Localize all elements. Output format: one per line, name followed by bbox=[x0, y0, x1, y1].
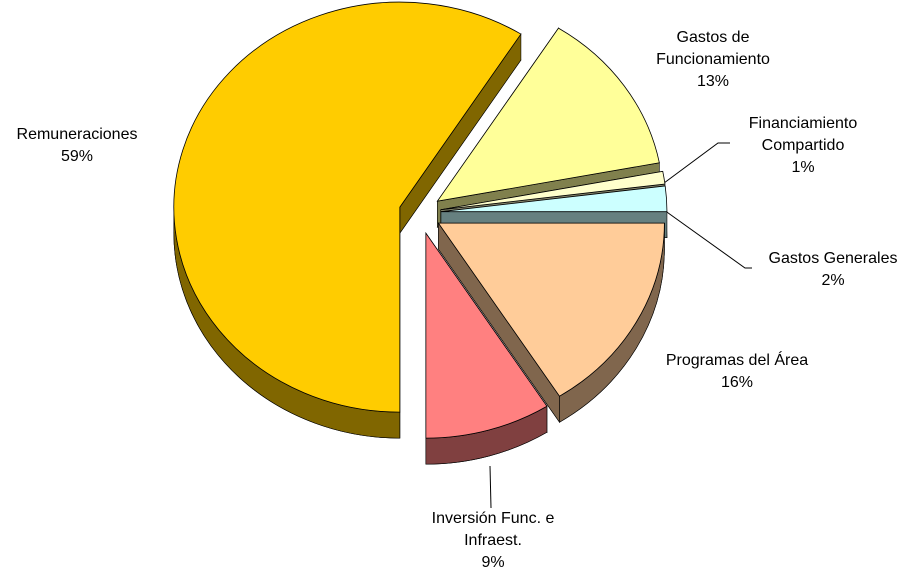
slice-label: Inversión Func. e Infraest. 9% bbox=[418, 508, 568, 574]
category-label: Inversión Func. e Infraest. bbox=[431, 510, 555, 549]
value-label: 9% bbox=[481, 554, 505, 571]
slice-label: Gastos Generales 2% bbox=[743, 248, 923, 292]
category-label: Gastos Generales bbox=[768, 250, 898, 267]
pie-slice bbox=[437, 222, 665, 397]
category-label: Remuneraciones bbox=[16, 126, 138, 143]
value-label: 59% bbox=[60, 148, 94, 165]
value-label: 16% bbox=[720, 374, 754, 391]
leader-lines bbox=[489, 142, 752, 509]
category-label: Financiamiento Compartido bbox=[748, 115, 858, 154]
pie-slice bbox=[436, 27, 660, 202]
value-label: 2% bbox=[821, 272, 845, 289]
value-label: 13% bbox=[696, 73, 730, 90]
pie-slice bbox=[440, 185, 668, 213]
leader-line bbox=[659, 142, 730, 187]
pie-slice bbox=[440, 170, 666, 211]
slice-label: Gastos de Funcionamiento 13% bbox=[648, 27, 778, 93]
slice-label: Programas del Área 16% bbox=[647, 350, 827, 394]
category-label: Programas del Área bbox=[665, 352, 809, 369]
slice-tops bbox=[173, 1, 668, 439]
leader-line bbox=[663, 209, 752, 269]
leader-line bbox=[489, 465, 492, 509]
category-label: Gastos de Funcionamiento bbox=[656, 29, 770, 68]
pie-slice bbox=[173, 1, 522, 413]
slice-label: Financiamiento Compartido 1% bbox=[738, 113, 868, 179]
slice-label: Remuneraciones 59% bbox=[0, 124, 157, 168]
pie-slice bbox=[425, 231, 548, 439]
value-label: 1% bbox=[791, 159, 815, 176]
